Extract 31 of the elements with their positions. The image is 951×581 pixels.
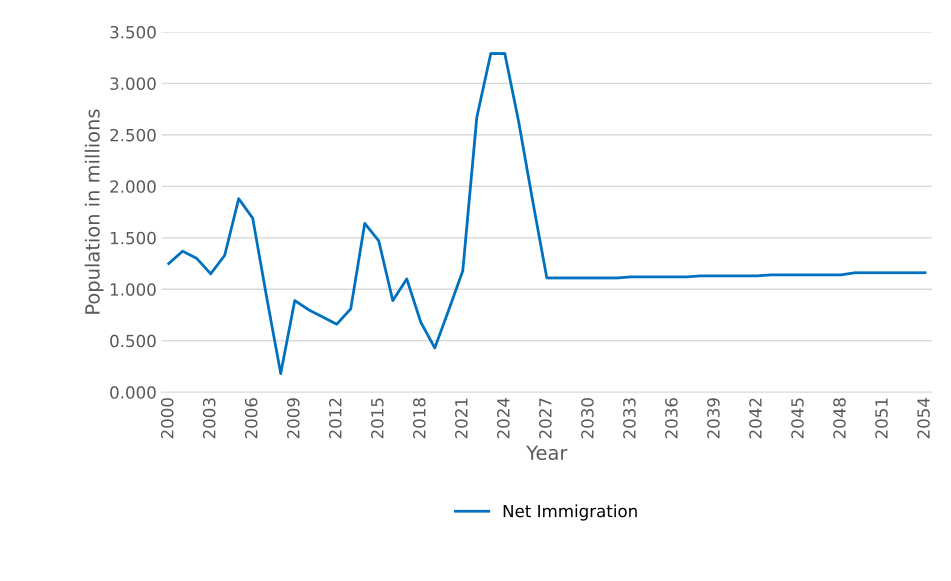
line-series	[167, 52, 926, 376]
x-tick-label: 2039	[707, 398, 720, 438]
x-axis-title: Year	[526, 446, 568, 460]
y-axis-title: Population in millions	[84, 109, 104, 314]
x-tick-label: 2003	[202, 398, 216, 438]
x-tick-label: 2054	[917, 398, 930, 438]
x-tick-label: 2051	[875, 398, 888, 438]
legend-label: Net Immigration	[504, 504, 637, 521]
y-tick-label: 0.500	[110, 334, 156, 348]
x-tick-label: 2048	[833, 398, 846, 438]
y-tick-label: 1.000	[110, 283, 156, 296]
x-tick-label: 2018	[413, 398, 426, 438]
y-tick-label: 1.500	[110, 232, 156, 244]
x-tick-label: 2033	[623, 398, 636, 438]
x-tick-label: 2024	[497, 398, 510, 438]
y-tick-label: 3.000	[110, 77, 156, 90]
y-tick-label: 3.500	[110, 26, 156, 39]
x-tick-label: 2015	[370, 398, 384, 438]
x-tick-label: 2030	[581, 398, 594, 438]
x-tick-label: 2000	[160, 398, 174, 438]
x-tick-label: 2045	[791, 398, 804, 438]
y-tick-label: 0.000	[110, 386, 156, 399]
x-tick-label: 2012	[328, 398, 342, 438]
x-tick-label: 2027	[539, 398, 552, 438]
y-tick-label: 2.000	[110, 180, 156, 193]
x-tick-label: 2021	[455, 398, 468, 438]
x-tick-label: 2009	[286, 398, 300, 438]
x-tick-label: 2042	[749, 398, 762, 438]
y-tick-label: 2.500	[110, 128, 156, 142]
x-tick-label: 2006	[244, 398, 258, 438]
x-tick-label: 2036	[665, 398, 678, 438]
